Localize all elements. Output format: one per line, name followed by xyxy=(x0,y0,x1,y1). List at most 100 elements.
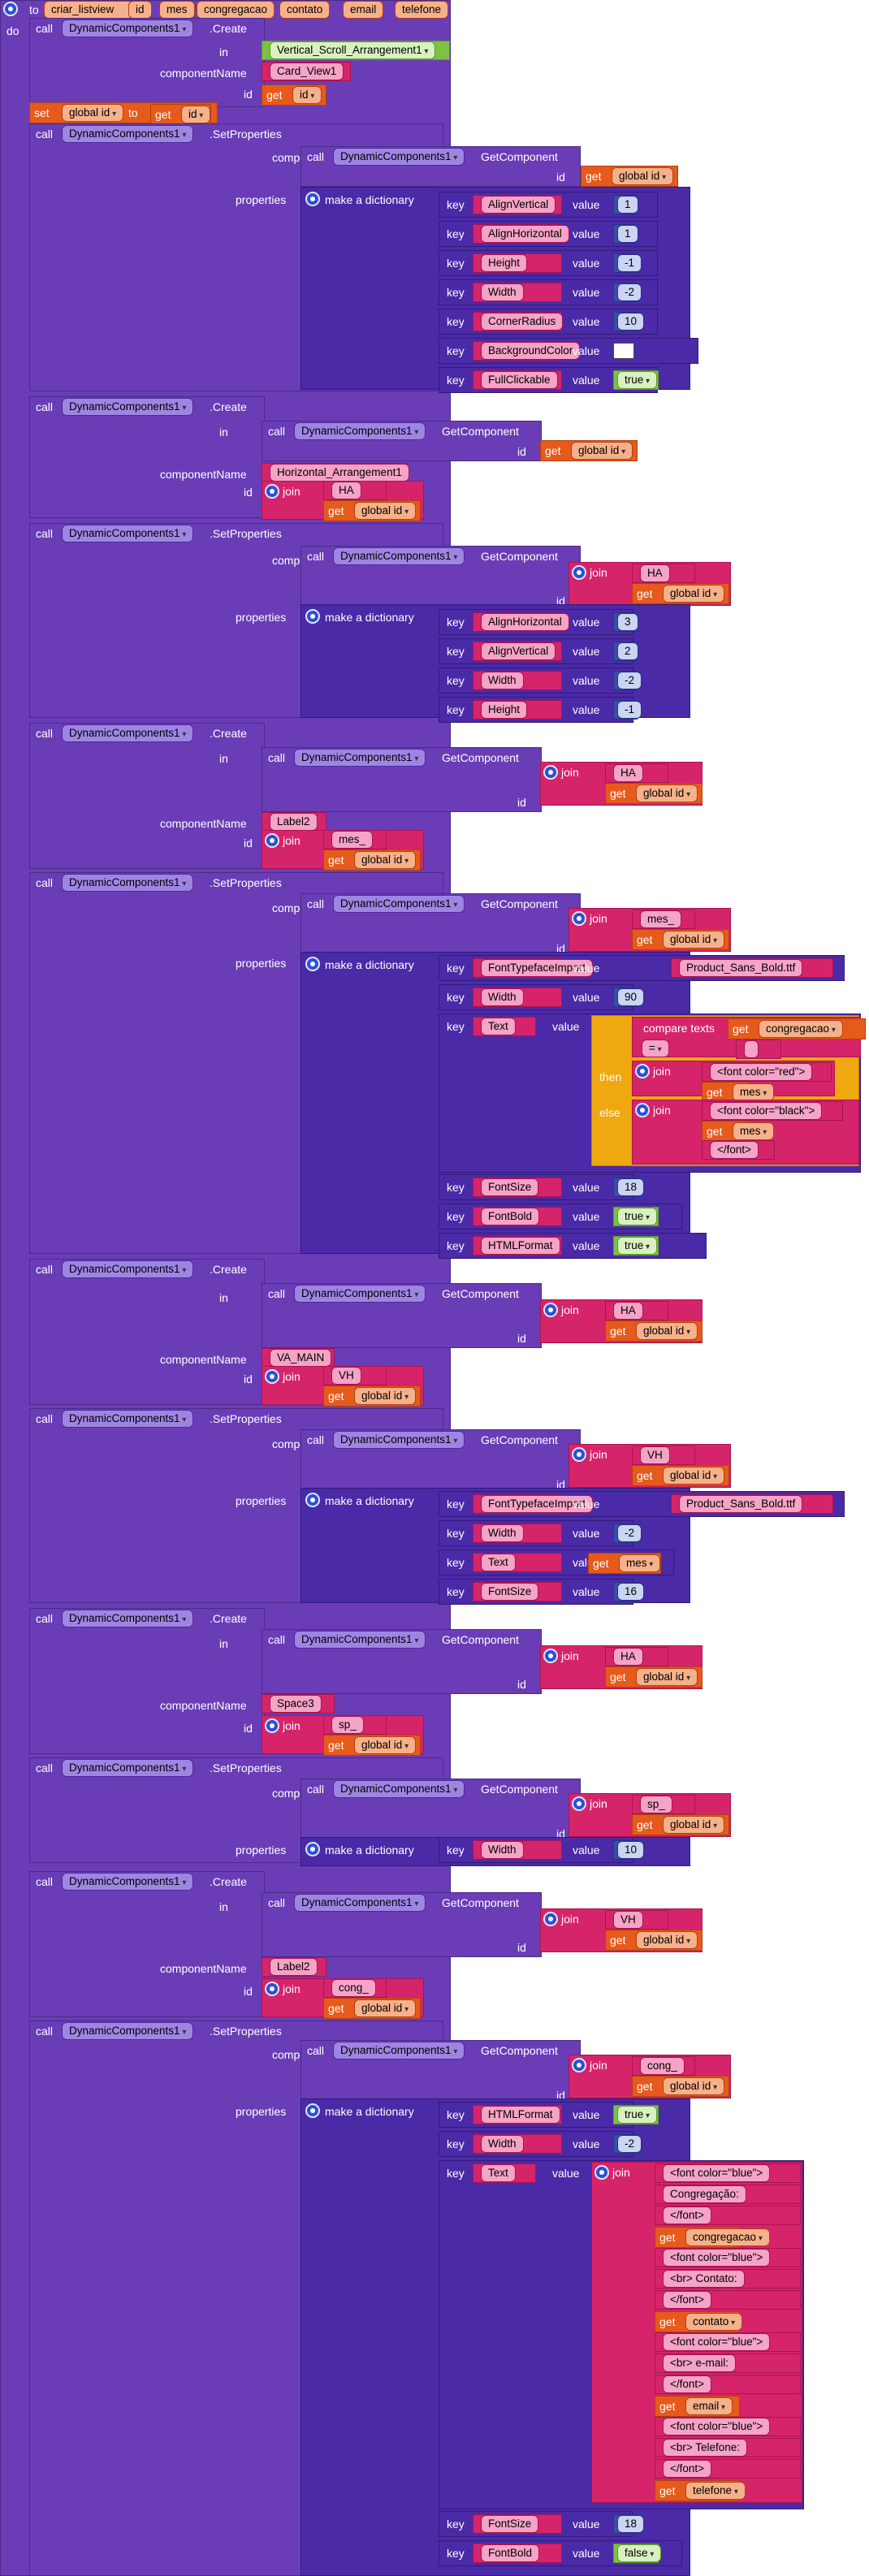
mutator-gear-icon[interactable] xyxy=(265,1982,279,1996)
component-dropdown[interactable]: DynamicComponents1 xyxy=(62,2022,194,2040)
variable-field[interactable]: global id xyxy=(636,1322,698,1340)
text-field[interactable]: <font color="red"> xyxy=(710,1063,813,1081)
component-dropdown[interactable]: DynamicComponents1 xyxy=(62,1873,194,1891)
number-field[interactable]: -2 xyxy=(617,672,642,689)
mutator-gear-icon[interactable] xyxy=(543,1912,558,1926)
component-dropdown[interactable]: DynamicComponents1 xyxy=(62,1260,194,1278)
param-mes[interactable]: mes xyxy=(159,1,195,19)
text-field[interactable]: Text xyxy=(481,1018,516,1035)
text-field[interactable]: Width xyxy=(481,1841,524,1859)
text-field[interactable]: mes_ xyxy=(331,831,374,849)
text-field[interactable]: </font> xyxy=(663,2291,712,2309)
component-dropdown[interactable]: DynamicComponents1 xyxy=(62,1410,194,1428)
component-dropdown[interactable]: DynamicComponents1 xyxy=(333,547,465,565)
component-dropdown[interactable]: DynamicComponents1 xyxy=(62,125,194,143)
text-field[interactable]: sp_ xyxy=(640,1796,672,1813)
number-field[interactable]: -2 xyxy=(617,1524,642,1542)
mutator-gear-icon[interactable] xyxy=(305,1842,320,1856)
text-field[interactable]: cong_ xyxy=(331,1979,376,1997)
component-dropdown[interactable]: DynamicComponents1 xyxy=(294,422,426,440)
variable-field[interactable]: global id xyxy=(663,1467,725,1485)
component-dropdown[interactable]: DynamicComponents1 xyxy=(62,19,194,37)
operator-dropdown[interactable]: = xyxy=(642,1039,669,1057)
number-field[interactable]: 10 xyxy=(617,1841,645,1859)
component-call-block[interactable] xyxy=(29,723,265,869)
mutator-gear-icon[interactable] xyxy=(572,1796,586,1811)
component-dropdown[interactable]: DynamicComponents1 xyxy=(294,1631,426,1649)
text-field[interactable]: cong_ xyxy=(640,2057,685,2075)
component-dropdown[interactable]: DynamicComponents1 xyxy=(62,1610,194,1627)
text-field[interactable]: </font> xyxy=(663,2206,712,2224)
text-field[interactable]: AlignVertical xyxy=(481,642,556,660)
component-dropdown[interactable]: DynamicComponents1 xyxy=(333,1431,465,1449)
mutator-gear-icon[interactable] xyxy=(635,1064,650,1078)
param-contato[interactable]: contato xyxy=(279,1,331,19)
text-field[interactable]: FontBold xyxy=(481,1208,540,1225)
text-field[interactable]: HA xyxy=(613,1302,643,1320)
variable-field[interactable]: global id xyxy=(354,851,417,869)
component-call-block[interactable] xyxy=(29,1608,265,1754)
variable-field[interactable]: global id xyxy=(354,502,417,520)
text-field[interactable] xyxy=(744,1040,759,1058)
mutator-gear-icon[interactable] xyxy=(543,765,558,780)
component-dropdown[interactable]: Vertical_Scroll_Arrangement1 xyxy=(270,41,436,59)
boolean-dropdown[interactable]: false xyxy=(617,2544,662,2562)
component-call-block[interactable] xyxy=(29,1259,265,1405)
variable-field[interactable]: mes xyxy=(733,1083,775,1101)
component-dropdown[interactable]: DynamicComponents1 xyxy=(62,874,194,892)
mutator-gear-icon[interactable] xyxy=(635,1103,650,1117)
text-field[interactable]: </font> xyxy=(663,2375,712,2393)
number-field[interactable]: 16 xyxy=(617,1583,645,1601)
text-field[interactable]: sp_ xyxy=(331,1716,364,1734)
number-field[interactable]: 90 xyxy=(617,988,645,1006)
number-field[interactable]: 1 xyxy=(617,225,638,243)
number-field[interactable]: 10 xyxy=(617,313,645,331)
boolean-dropdown[interactable]: true xyxy=(617,1208,658,1225)
text-field[interactable]: FontTypefaceImport xyxy=(481,1495,594,1513)
mutator-gear-icon[interactable] xyxy=(594,2165,609,2180)
text-field[interactable]: FontBold xyxy=(481,2544,540,2562)
text-field[interactable]: FontSize xyxy=(481,1583,539,1601)
text-field[interactable]: HA xyxy=(613,764,643,782)
number-field[interactable]: -2 xyxy=(617,2135,642,2153)
component-dropdown[interactable]: DynamicComponents1 xyxy=(333,895,465,913)
boolean-dropdown[interactable]: true xyxy=(617,1237,658,1255)
variable-field[interactable]: global id xyxy=(663,931,725,949)
variable-field[interactable]: global id xyxy=(636,784,698,802)
mutator-gear-icon[interactable] xyxy=(305,1493,320,1507)
text-field[interactable]: Width xyxy=(481,283,524,301)
text-field[interactable]: Width xyxy=(481,672,524,689)
component-dropdown[interactable]: DynamicComponents1 xyxy=(62,724,194,742)
text-field[interactable]: Height xyxy=(481,701,528,719)
global-var-dropdown[interactable]: global id xyxy=(62,104,124,122)
text-field[interactable]: AlignVertical xyxy=(481,196,556,214)
number-field[interactable]: 1 xyxy=(617,196,638,214)
mutator-gear-icon[interactable] xyxy=(305,2103,320,2118)
component-dropdown[interactable]: DynamicComponents1 xyxy=(294,1894,426,1912)
boolean-dropdown[interactable]: true xyxy=(617,371,658,389)
variable-field[interactable]: global id xyxy=(354,1999,417,2017)
text-field[interactable]: FontSize xyxy=(481,2515,539,2533)
variable-field[interactable]: global id xyxy=(354,1736,417,1754)
mutator-gear-icon[interactable] xyxy=(543,1303,558,1317)
mutator-gear-icon[interactable] xyxy=(305,609,320,624)
text-field[interactable]: <font color="blue"> xyxy=(663,2418,771,2436)
text-field[interactable]: Height xyxy=(481,254,528,272)
text-field[interactable]: FontTypefaceImport xyxy=(481,959,594,977)
component-dropdown[interactable]: DynamicComponents1 xyxy=(333,2042,465,2060)
component-dropdown[interactable]: DynamicComponents1 xyxy=(294,1285,426,1303)
mutator-gear-icon[interactable] xyxy=(265,833,279,848)
text-field[interactable]: VH xyxy=(640,1446,670,1464)
text-field[interactable]: VA_MAIN xyxy=(270,1349,332,1367)
text-field[interactable]: Label2 xyxy=(270,1958,318,1976)
text-field[interactable]: Width xyxy=(481,2135,524,2153)
text-field[interactable]: FullClickable xyxy=(481,371,558,389)
text-field[interactable]: CornerRadius xyxy=(481,313,564,331)
text-field[interactable]: VH xyxy=(613,1911,643,1929)
number-field[interactable]: 18 xyxy=(617,2515,645,2533)
variable-field[interactable]: contato xyxy=(685,2313,743,2331)
text-field[interactable]: <font color="blue"> xyxy=(663,2164,771,2182)
variable-field[interactable]: mes xyxy=(733,1122,775,1140)
text-field[interactable]: Label2 xyxy=(270,813,318,831)
text-field[interactable]: AlignHorizontal xyxy=(481,225,569,243)
